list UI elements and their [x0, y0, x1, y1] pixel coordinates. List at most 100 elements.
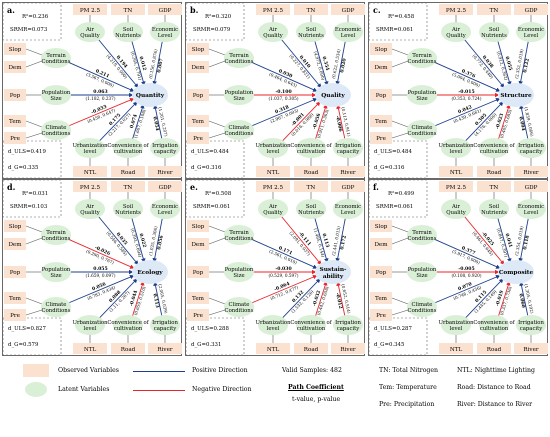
indicator-link [208, 132, 226, 139]
observed-river [148, 343, 182, 354]
observed-label-top_tn: TN [307, 185, 316, 191]
observed-label-tem: Tem [9, 296, 22, 302]
latent-label-conv-line: cultivation [480, 149, 509, 155]
target-ellipse [498, 260, 534, 284]
latent-label-irrig-line: capacity [520, 326, 542, 332]
latent-label-conv-line: cultivation [114, 149, 143, 155]
r2-value: R²=0.499 [388, 190, 415, 197]
latent-terrain [41, 48, 71, 68]
path-arrow-soil [497, 41, 512, 86]
panel-label: b. [190, 5, 199, 15]
d-g-value: d_G=0.579 [8, 342, 39, 348]
latent-label-soil-line: Soil [306, 204, 317, 210]
path-coef-terrain: 0.376 [461, 68, 477, 79]
latent-label-irrig-line: Irrigation [152, 143, 178, 149]
latent-climate [224, 297, 254, 317]
latent-label-econ-line: Economic [518, 27, 544, 33]
panel-label: d. [7, 182, 16, 192]
path-coef-econ: 0.056 [156, 235, 165, 250]
latent-label-urban-line: level [450, 326, 463, 332]
latent-urban [75, 138, 105, 158]
stats-box [2, 2, 62, 41]
observed-top_pm25 [439, 181, 473, 192]
latent-conv [296, 138, 326, 158]
latent-air [75, 22, 105, 42]
path-arrow-climate [433, 275, 501, 304]
legend-positive: Positive Direction [192, 367, 248, 374]
panel-border [368, 179, 548, 356]
observed-label-top_pm25: PM 2.5 [80, 185, 101, 191]
path-arrow-conv [498, 280, 511, 316]
latent-econ [150, 22, 180, 42]
srmr-value: SRMR=0.079 [193, 27, 231, 33]
path-arrow-irrig [519, 281, 529, 316]
latent-irrig [516, 315, 546, 335]
path-stat-irrig: (1.261, 0.207) [157, 107, 168, 138]
path-stat-econ: (2.354, 0.019) [514, 225, 525, 256]
path-coef-pop: -0.030 [275, 266, 291, 272]
stats-box [2, 179, 62, 218]
observed-pre [370, 309, 392, 321]
indicator-link [208, 60, 226, 68]
observed-label-ntl: NTL [267, 347, 280, 353]
latent-label-urban-line: Urbanization [438, 143, 474, 149]
fit-box [2, 140, 62, 179]
path-arrow-terrain [66, 61, 135, 92]
observed-label-tem: Tem [375, 296, 388, 302]
path-arrow-terrain [249, 61, 318, 92]
latent-swatch [25, 382, 47, 397]
latent-irrig [516, 138, 546, 158]
latent-label-econ-line: Level [524, 210, 539, 216]
observed-river [331, 343, 365, 354]
fit-box [185, 317, 245, 356]
observed-label-dem: Dem [8, 242, 22, 248]
d-g-value: d_G=0.316 [374, 165, 405, 171]
observed-ntl [439, 166, 473, 177]
latent-label-terrain-line: Terrain [412, 230, 432, 236]
observed-pop [4, 89, 26, 101]
latent-label-urban-line: Urbanization [438, 320, 474, 326]
d-g-value: d_G=0.316 [191, 165, 222, 171]
observed-ntl [439, 343, 473, 354]
path-coef-irrig: 0.054 [151, 116, 160, 132]
observed-top_tn [294, 4, 328, 15]
observed-road [477, 166, 511, 177]
latent-terrain [407, 48, 437, 68]
indicator-link [208, 120, 226, 128]
path-arrow-climate [250, 275, 318, 304]
observed-label-pop: Pop [376, 93, 387, 99]
latent-econ [150, 199, 180, 219]
latent-climate [407, 297, 437, 317]
path-arrow-air [97, 38, 139, 89]
latent-urban [441, 138, 471, 158]
path-stat-pop: (1.037, 0.305) [269, 96, 299, 101]
path-stat-irrig: (2.065, 0.039) [157, 284, 168, 315]
latent-label-urban-line: Urbanization [255, 143, 291, 149]
target-ellipse [498, 83, 534, 107]
d-uls-value: d_ULS=0.287 [374, 326, 412, 332]
latent-label-soil-line: Nutrients [298, 210, 324, 216]
observed-pre [187, 132, 209, 144]
indicator-link [391, 225, 409, 233]
path-coef-econ: 0.122 [522, 58, 531, 73]
panel-label: e. [190, 182, 198, 192]
target-ellipse [132, 83, 168, 107]
path-coef-terrain: 0.377 [461, 245, 477, 256]
latent-label-air-line: Quality [80, 210, 99, 216]
path-arrow-conv [498, 103, 511, 139]
latent-label-urban-line: Urbanization [255, 320, 291, 326]
r2-value: R²=0.508 [205, 190, 232, 197]
observed-label-top_gdp: GDP [525, 8, 538, 14]
